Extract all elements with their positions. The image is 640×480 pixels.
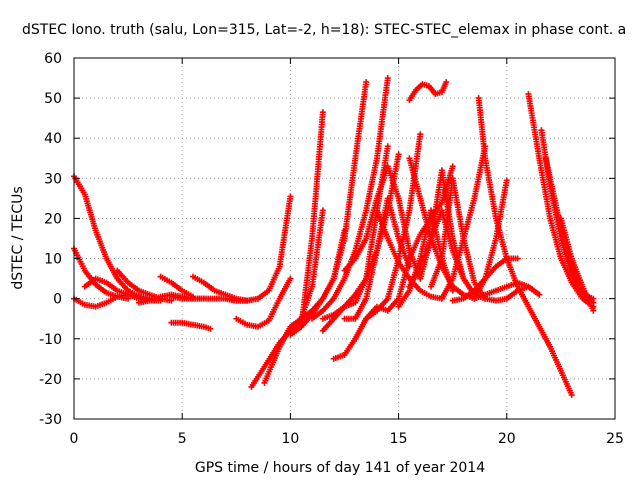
data-point	[443, 79, 450, 86]
x-tick-label: 5	[178, 431, 187, 447]
plot-frame	[73, 57, 616, 420]
series	[475, 95, 575, 398]
y-tick-label: -30	[39, 412, 62, 428]
data-point	[384, 75, 391, 82]
data-point	[417, 131, 424, 138]
data-point	[503, 177, 510, 184]
x-axis-label: GPS time / hours of day 141 of year 2014	[195, 460, 485, 476]
y-tick-label: -10	[39, 332, 62, 348]
series	[168, 319, 214, 332]
data-point	[287, 275, 294, 282]
data-point	[319, 207, 326, 214]
y-axis-label: dSTEC / TECUs	[10, 186, 26, 289]
data-point	[514, 255, 521, 262]
x-tick-label: 0	[70, 431, 79, 447]
y-tick-label: 30	[44, 171, 62, 187]
data-point	[449, 163, 456, 170]
y-tick-label: 50	[44, 91, 62, 107]
data-point	[384, 143, 391, 150]
x-tick-label: 20	[498, 431, 516, 447]
y-tick-label: 60	[44, 51, 62, 67]
data-point	[568, 391, 575, 398]
series	[525, 91, 597, 310]
y-tick-label: 20	[44, 211, 62, 227]
series	[557, 215, 597, 314]
x-tick-label: 15	[390, 431, 408, 447]
x-tick-label: 10	[281, 431, 299, 447]
data-point	[207, 325, 214, 332]
data-point	[590, 307, 597, 314]
data-point	[363, 79, 370, 86]
series	[71, 173, 153, 302]
series	[503, 283, 543, 302]
tick-labels: 0 5 10 15 20 25 -30 -20 -10 0 10 20 30 40 50 60	[39, 51, 624, 447]
data-point	[536, 291, 543, 298]
data-points	[71, 75, 597, 398]
series	[471, 177, 510, 302]
data-point	[287, 193, 294, 200]
series	[542, 155, 597, 306]
data-point	[395, 151, 402, 158]
series	[406, 79, 450, 104]
y-tick-label: 10	[44, 252, 62, 268]
y-tick-label: 0	[53, 292, 62, 308]
axis-ticks	[73, 57, 616, 420]
data-point	[319, 109, 326, 116]
x-tick-label: 25	[606, 431, 624, 447]
series	[233, 275, 294, 330]
y-tick-label: -20	[39, 372, 62, 388]
y-tick-label: 40	[44, 131, 62, 147]
series	[222, 193, 294, 304]
series	[287, 79, 370, 338]
chart-title: dSTEC Iono. truth (salu, Lon=315, Lat=-2…	[22, 22, 626, 38]
